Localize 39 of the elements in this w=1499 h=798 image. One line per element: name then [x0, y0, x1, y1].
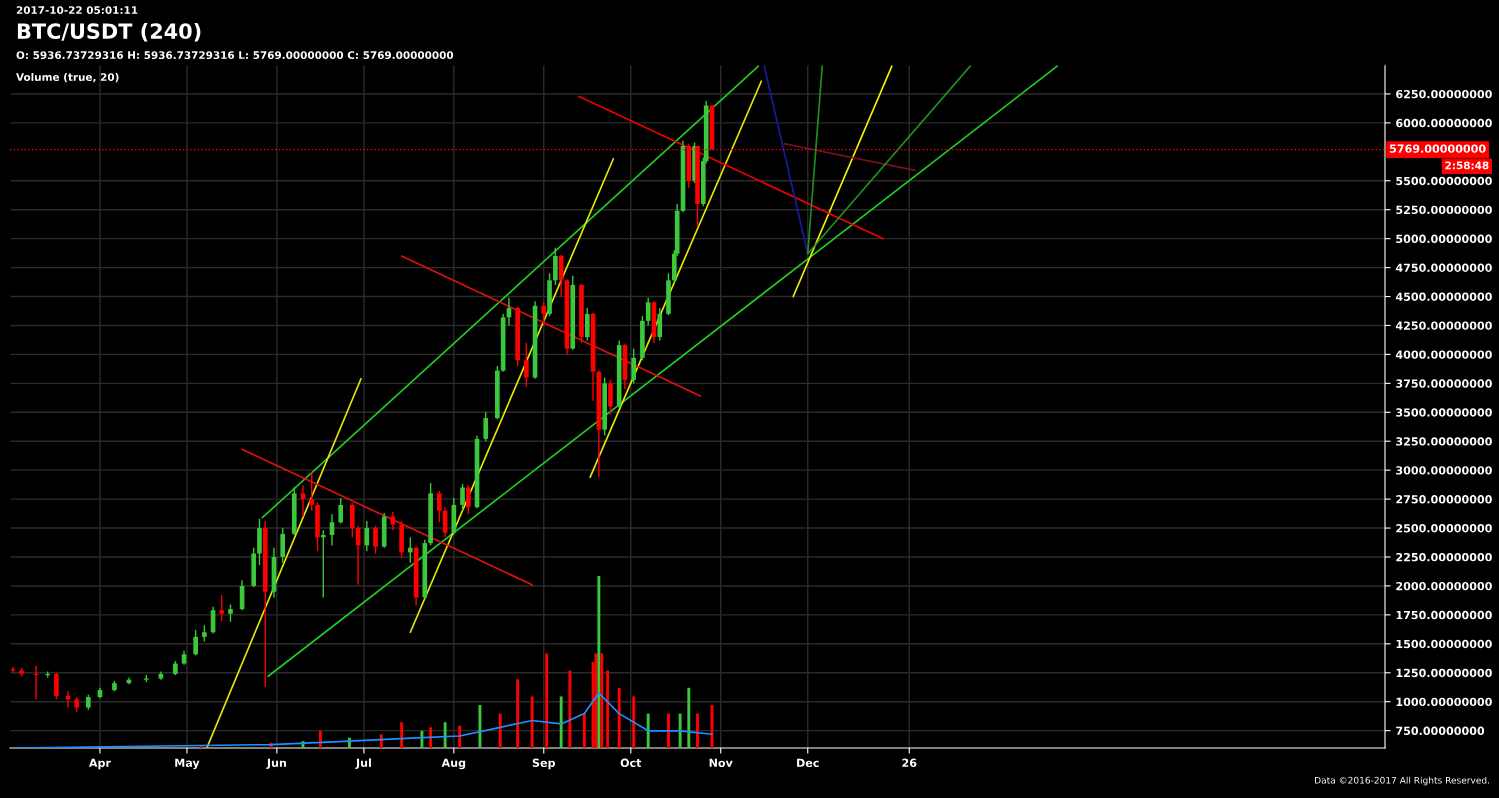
- y-tick-label: 1000.00000000: [1396, 697, 1492, 707]
- chart-subtitle: O: 5936.73729316 H: 5936.73729316 L: 5769.00000000 C: 5769.00000000: [16, 51, 454, 60]
- y-tick-label: 5500.00000000: [1396, 176, 1492, 186]
- x-tick-label: Sep: [532, 758, 555, 770]
- chart-title: BTC/USDT (240): [17, 22, 201, 42]
- x-tick-label: Apr: [88, 758, 111, 770]
- y-tick-label: 1750.00000000: [1396, 610, 1492, 620]
- y-tick-label: 4500.00000000: [1395, 292, 1492, 301]
- y-tick-label: 2500.00000000: [1396, 524, 1492, 533]
- x-tick-label: May: [175, 758, 200, 770]
- text: 2017-10-22 05:01:11: [16, 6, 138, 15]
- y-tick-label: 3750.00000000: [1396, 379, 1492, 388]
- text: 2:58:48: [1445, 161, 1489, 170]
- x-tick-label: Dec: [797, 758, 819, 768]
- chart-title: Volume (true, 20): [16, 72, 119, 83]
- y-tick-label: 2250.00000000: [1396, 552, 1492, 562]
- text: Data ©2016-2017 All Rights Reserved.: [1315, 776, 1490, 786]
- x-tick-label: 26: [902, 758, 917, 768]
- x-tick-label: Nov: [709, 758, 733, 768]
- y-tick-label: 5000.00000000: [1396, 234, 1492, 244]
- y-tick-label: 6250.00000000: [1396, 89, 1492, 99]
- y-tick-label: 6000.00000000: [1396, 118, 1492, 128]
- y-tick-label: 4000.00000000: [1395, 350, 1492, 359]
- x-tick-label: Oct: [620, 758, 642, 768]
- y-tick-label: 1250.00000000: [1396, 668, 1492, 678]
- x-tick-label: Jul: [355, 758, 371, 770]
- ref-line-label: 5769.00000000: [1389, 144, 1486, 153]
- y-tick-label: 4250.00000000: [1395, 321, 1492, 330]
- y-tick-label: 5250.00000000: [1396, 205, 1492, 215]
- y-tick-label: 3500.00000000: [1396, 408, 1492, 417]
- y-tick-label: 750.00000000: [1396, 726, 1485, 736]
- y-tick-label: 2750.00000000: [1396, 495, 1492, 504]
- y-tick-label: 3250.00000000: [1396, 437, 1492, 446]
- y-tick-label: 4750.00000000: [1395, 263, 1492, 272]
- y-tick-label: 3000.00000000: [1396, 466, 1492, 475]
- y-tick-label: 2000.00000000: [1396, 581, 1492, 591]
- x-tick-label: Jun: [266, 758, 286, 770]
- x-tick-label: Aug: [441, 758, 466, 770]
- y-tick-label: 1500.00000000: [1396, 639, 1492, 649]
